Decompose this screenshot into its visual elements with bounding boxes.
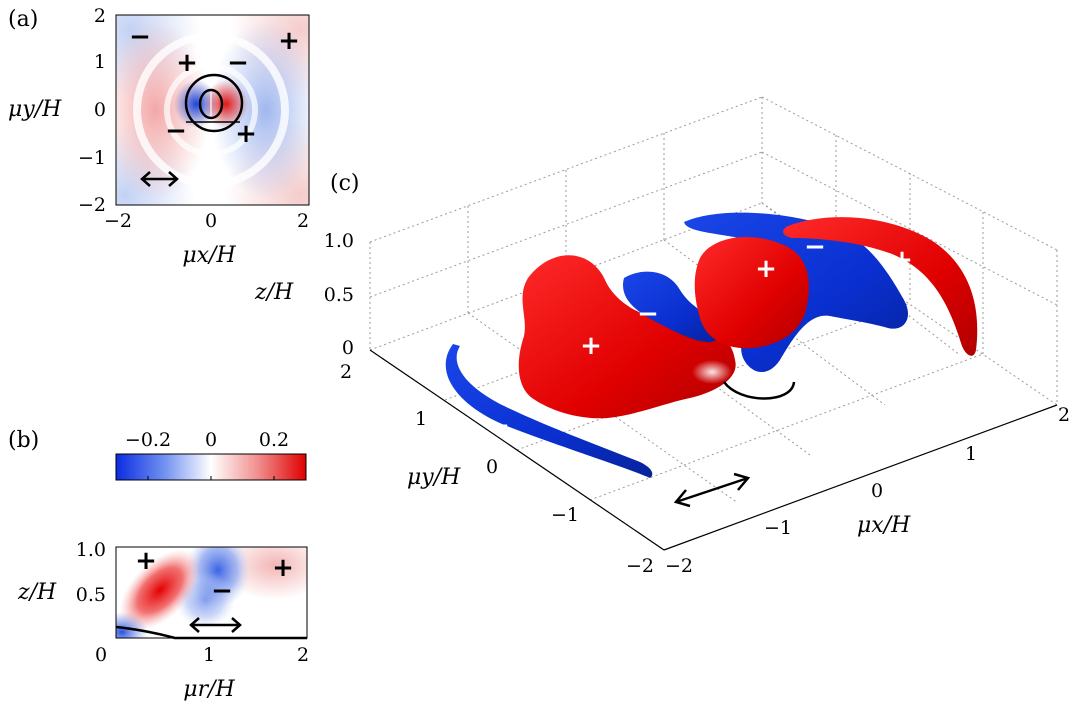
floor-contour [722,381,796,400]
x-axis-label: μx/H [182,243,236,268]
sign-label: − [227,48,249,78]
double-arrow-icon [189,617,242,633]
sign-label: + [755,254,777,284]
sign-label: − [129,22,151,52]
y-axis-label: z/H [17,580,57,605]
x-tick: 2 [297,210,309,232]
colorbar-tick: 0.2 [259,429,289,451]
panel-c: (c) [254,96,1070,577]
panel-b-label: (b) [8,428,39,453]
x-tick: 2 [1058,404,1070,426]
panel-b: (b) −0.2 0 0.2 + − + 1.0 [8,428,309,702]
x-tick: 2 [297,644,309,666]
sign-label: − [637,299,659,329]
sign-label: + [580,331,602,361]
y-axis-label: μy/H [8,97,62,122]
y-tick: −1 [78,147,106,169]
negative-isosurface [445,344,653,478]
isosurfaces [445,212,978,478]
y-tick: −1 [551,504,579,526]
positive-isosurface [783,217,978,356]
positive-isosurface [518,255,736,419]
inner-contour [198,88,224,120]
sign-label: − [165,116,187,146]
double-arrow-icon [140,171,179,187]
panel-a: (a) − + + − − + [8,5,310,268]
y-tick: 2 [340,361,352,383]
z-axis-label: z/H [254,280,294,305]
x-tick: 1 [203,644,215,666]
x-tick: 0 [871,480,883,502]
negative-isosurface [622,271,721,343]
y-tick: −2 [78,194,106,216]
z-tick: 1.0 [324,230,354,252]
surface-line [115,625,307,640]
y-tick: 1 [415,408,427,430]
sign-label: − [211,576,233,606]
x-axis-label: μx/H [857,513,911,538]
y-tick: 0 [486,456,498,478]
panel-b-heatmap [116,547,307,638]
x-tick: 1 [965,443,977,465]
y-tick: 1.0 [76,539,106,561]
x-axis-label: μr/H [183,677,235,702]
sign-label: + [278,26,300,56]
colorbar-tick: 0 [205,429,217,451]
sign-label: − [488,411,510,441]
double-arrow-icon [673,472,751,508]
y-tick: 0 [94,99,106,121]
colorbar-tick: −0.2 [125,429,171,451]
x-tick: −1 [764,517,792,539]
panel-a-label: (a) [8,7,38,32]
sign-label: + [272,553,294,583]
y-axis-label: μy/H [407,465,461,490]
positive-isosurface [694,236,809,349]
y-tick: 1 [94,51,106,73]
axes-3d [369,349,1058,551]
sign-label: + [235,119,257,149]
y-tick: 2 [94,5,106,27]
x-tick: −2 [665,555,693,577]
x-tick: 0 [95,644,107,666]
colorbar: −0.2 0 0.2 [115,429,307,481]
x-tick: 0 [205,210,217,232]
z-tick: 0.5 [324,284,354,306]
panel-a-heatmap [116,15,309,205]
sign-label: + [176,48,198,78]
sign-label: + [891,245,913,275]
y-tick: 0.5 [76,584,106,606]
outer-contour [184,73,244,133]
sign-label: + [135,546,157,576]
sign-label: − [804,232,826,262]
panel-c-label: (c) [330,171,360,196]
y-tick: −2 [626,555,654,577]
z-tick: 0 [342,337,354,359]
x-tick: −2 [104,210,132,232]
